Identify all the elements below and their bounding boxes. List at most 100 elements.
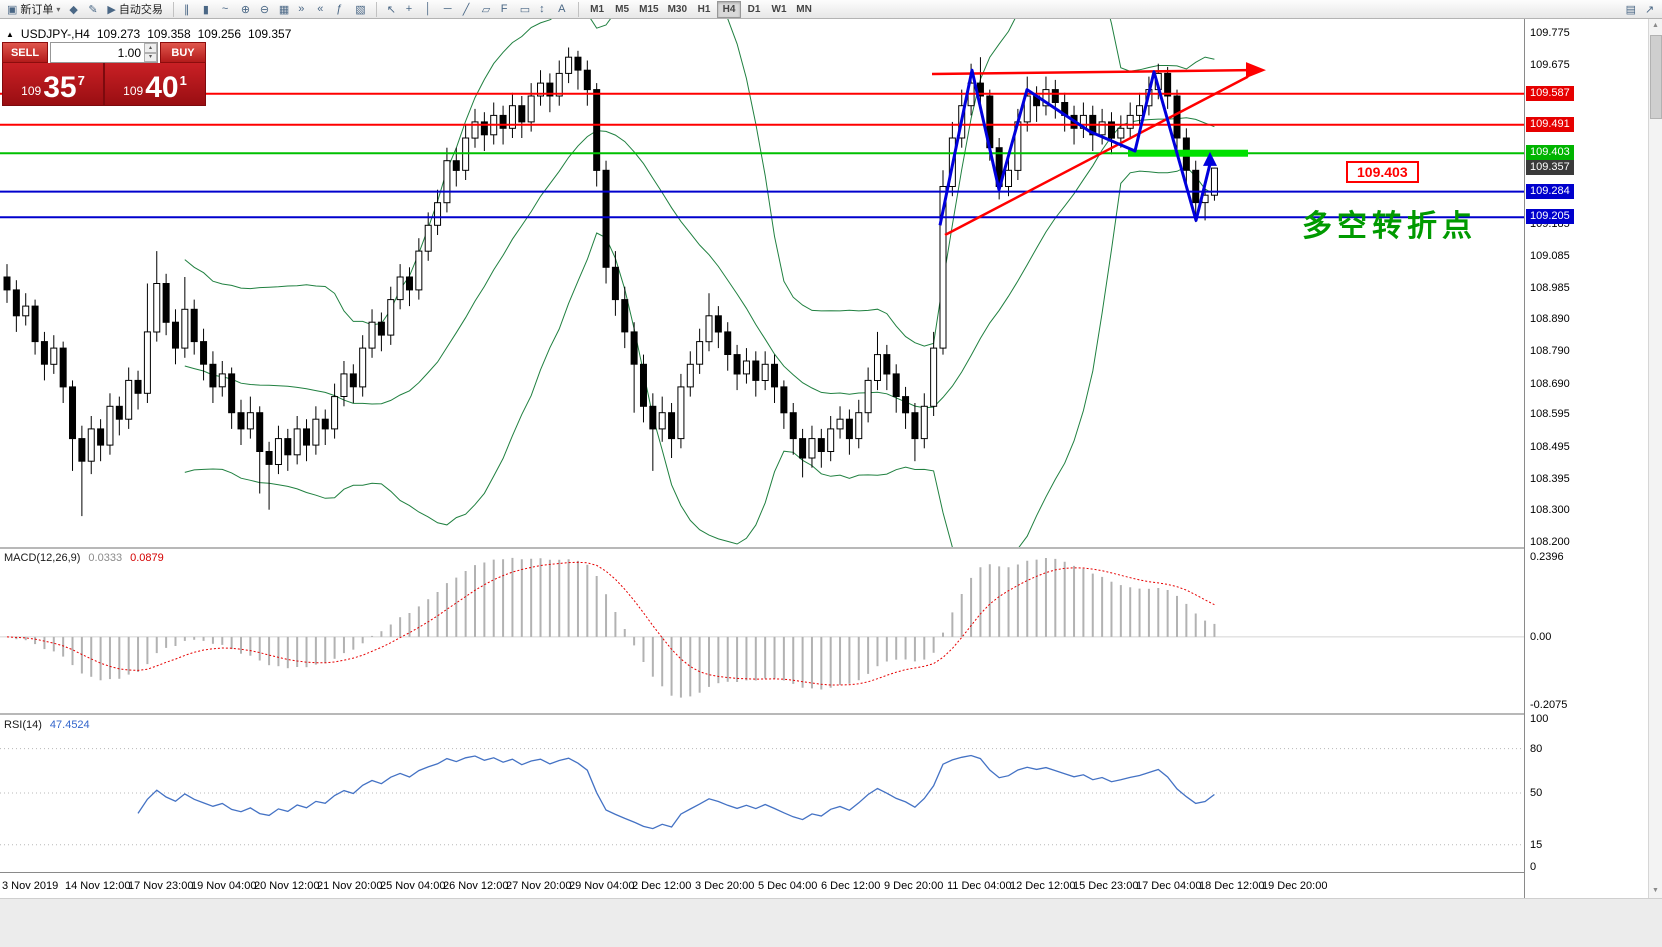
toolbar-icon: ↗	[1645, 3, 1655, 16]
axis-label: 108.790	[1530, 345, 1570, 358]
time-axis-label: 3 Nov 2019	[2, 880, 59, 892]
vertical-line-icon[interactable]: │	[421, 1, 439, 18]
price-tag: 109.587	[1526, 85, 1574, 101]
chart-shift-icon[interactable]: «	[313, 1, 331, 18]
bollinger-bands	[184, 19, 1215, 547]
toolbar-icon: ↕	[539, 3, 545, 15]
timeframe-m15[interactable]: M15	[635, 1, 662, 18]
toolbar-icon: ▭	[519, 3, 531, 16]
axis-label: 108.200	[1530, 536, 1570, 548]
cursor-icon[interactable]: ↖	[383, 1, 401, 18]
volume-value[interactable]: 1.00	[117, 45, 141, 60]
price-tag: 109.491	[1526, 116, 1574, 132]
shapes-icon[interactable]: ▭	[516, 1, 534, 18]
toolbar-group-trade: ▣ 新订单 ▾ ◆ ✎ ▶ 自动交易	[3, 1, 167, 18]
toolbar: ▣ 新订单 ▾ ◆ ✎ ▶ 自动交易	[0, 0, 1662, 19]
timeframe-group: M1 M5 M15 M30 H1 H4 D1 W1 MN	[585, 0, 816, 18]
trendline-icon[interactable]: ╱	[459, 1, 477, 18]
fibonacci-icon[interactable]: F	[497, 1, 515, 18]
crosshair-icon[interactable]: +	[402, 1, 420, 18]
macd-signal-value: 0.0879	[130, 552, 164, 564]
axis-label: 50	[1530, 787, 1543, 799]
time-axis-label: 15 Dec 23:00	[1073, 880, 1139, 892]
toolbar-icon: ✎	[88, 3, 98, 16]
volume-increase-button[interactable]: ▴	[144, 43, 157, 53]
volume-field[interactable]: 1.00 ▴ ▾	[50, 42, 158, 63]
timeframe-h4[interactable]: H4	[717, 0, 742, 18]
toolbar-icon: A	[558, 3, 566, 15]
price-chart	[0, 19, 1524, 547]
sell-price-display[interactable]: 109 35 7	[3, 63, 103, 105]
timeframe-m5[interactable]: M5	[610, 1, 634, 18]
volume-decrease-button[interactable]: ▾	[144, 52, 157, 62]
axis-label: 108.495	[1530, 440, 1570, 453]
trend-line	[931, 68, 1249, 76]
rsi-chart	[0, 748, 1524, 846]
axis-label: -0.2075	[1530, 699, 1568, 711]
buy-price-display[interactable]: 109 40 1	[105, 63, 205, 105]
horizontal-line-icon[interactable]: ─	[440, 1, 458, 18]
time-axis-label: 3 Dec 20:00	[695, 880, 755, 892]
toolbar-separator	[172, 1, 174, 17]
timeframe-mn[interactable]: MN	[792, 1, 816, 18]
panel-separator[interactable]	[0, 547, 1524, 549]
price-axis[interactable]: 109.775109.675109.185109.085108.985108.8…	[1524, 19, 1649, 898]
candles-layer	[3, 47, 1218, 517]
timeframe-w1[interactable]: W1	[767, 1, 791, 18]
price-level-label: 109.403	[1346, 161, 1419, 184]
pointer-icon[interactable]: ↗	[1641, 1, 1659, 18]
time-axis[interactable]: 3 Nov 2019 14 Nov 12:00 17 Nov 23:00 19 Nov…	[0, 872, 1524, 899]
auto-scroll-icon[interactable]: »	[294, 1, 312, 18]
toolbar-icon: ▮	[202, 3, 209, 16]
charts-grid-icon[interactable]: ◆	[65, 1, 83, 18]
axis-label: 15	[1530, 838, 1543, 851]
macd-name: MACD(12,26,9)	[4, 552, 81, 564]
toolbar-icon: │	[424, 3, 432, 15]
axis-label: 100	[1530, 713, 1549, 725]
timeframe-m30[interactable]: M30	[664, 1, 691, 18]
scrollbar-thumb[interactable]	[1650, 35, 1662, 119]
candlestick-chart-icon[interactable]: ▮	[199, 1, 217, 18]
axis-label: 108.300	[1530, 503, 1570, 516]
timeframe-m1[interactable]: M1	[585, 1, 609, 18]
chart-area[interactable]: ▲ USDJPY-,H4 109.273 109.358 109.256 109…	[0, 19, 1524, 547]
tile-windows-icon[interactable]: ▦	[275, 1, 293, 18]
window-bottom-area	[0, 898, 1662, 947]
rsi-name: RSI(14)	[4, 719, 42, 731]
macd-signal-line	[6, 561, 1215, 686]
scroll-up-icon[interactable]: ▲	[1652, 22, 1659, 29]
new-order-button[interactable]: ▣ 新订单 ▾	[3, 1, 64, 18]
buy-button[interactable]: BUY	[160, 42, 206, 63]
templates-icon[interactable]: ▧	[351, 1, 369, 18]
vertical-scrollbar[interactable]: ▲ ▼	[1648, 19, 1662, 898]
line-chart-icon[interactable]: ~	[218, 1, 236, 18]
sell-button[interactable]: SELL	[2, 42, 48, 63]
arrows-icon[interactable]: ↕	[535, 1, 553, 18]
scroll-down-icon[interactable]: ▼	[1652, 887, 1659, 894]
script-icon[interactable]: ✎	[84, 1, 102, 18]
ohlc-close: 109.357	[248, 27, 292, 41]
symbol-info: ▲ USDJPY-,H4 109.273 109.358 109.256 109…	[6, 27, 291, 41]
channel-icon[interactable]: ▱	[478, 1, 496, 18]
timeframe-d1[interactable]: D1	[742, 1, 766, 18]
toolbar-icon: ╱	[462, 3, 470, 16]
toolbar-separator	[375, 1, 377, 17]
toolbar-separator	[578, 1, 580, 17]
symbol-marker-icon[interactable]: ▲	[6, 29, 14, 39]
chevron-down-icon: ▾	[56, 4, 61, 14]
price-tag: 109.284	[1526, 183, 1574, 199]
one-click-trading-panel: SELL 1.00 ▴ ▾ BUY 109 35 7 1	[2, 42, 206, 106]
toolbar-icon: »	[298, 3, 305, 15]
timeframe-h1[interactable]: H1	[692, 1, 716, 18]
bar-chart-icon[interactable]: ∥	[180, 1, 198, 18]
text-icon[interactable]: A	[554, 1, 572, 18]
macd-chart	[0, 557, 1524, 698]
autotrading-button[interactable]: ▶ 自动交易	[103, 1, 166, 18]
layout-icon[interactable]: ▤	[1622, 1, 1640, 18]
zoom-out-icon[interactable]: ⊖	[256, 1, 274, 18]
zoom-in-icon[interactable]: ⊕	[237, 1, 255, 18]
indicators-icon[interactable]: ƒ	[332, 1, 350, 18]
wave-zigzag	[938, 68, 1212, 226]
panel-separator[interactable]	[0, 713, 1524, 715]
